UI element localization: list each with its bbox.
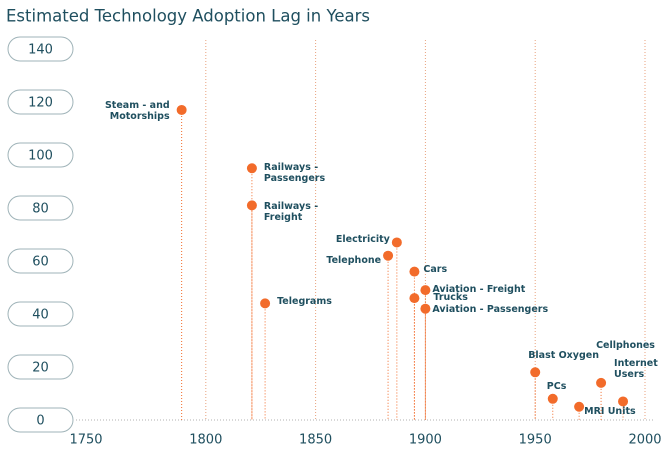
point [574,401,585,412]
y-tick-label: 40 [32,308,49,323]
y-tick-pill [7,36,74,62]
y-tick-label: 120 [28,96,53,111]
y-tick-label: 100 [28,149,53,164]
x-tick-label: 2000 [628,433,661,448]
point [383,250,394,261]
point-label: Trucks [433,292,468,304]
y-tick-label: 80 [32,202,49,217]
x-tick-label: 1850 [299,433,332,448]
point-label: Aviation - Freight [432,284,526,296]
point-label: MRI Units [584,405,636,417]
y-tick-pill [7,142,74,168]
point-label: Telephone [326,254,382,266]
point [409,266,420,277]
x-tick-label: 1900 [409,433,442,448]
y-tick-label: 140 [28,43,53,58]
point [391,237,402,248]
point-label: Telegrams [277,296,332,308]
point-label: Aviation - Passengers [432,303,549,315]
x-tick-label: 1750 [69,433,102,448]
y-tick-pill [7,354,74,380]
point [176,104,187,115]
point [547,393,558,404]
point [246,163,257,174]
point-label: Internet Users [614,358,658,381]
x-tick-label: 1800 [189,433,222,448]
point [420,285,431,296]
point-label: Railways - Passengers [263,162,326,185]
y-tick-pill [7,195,74,221]
y-tick-pill [7,248,74,274]
point-label: Steam - and Motorships [104,99,170,122]
point-label: PCs [546,380,567,392]
y-tick-label: 0 [36,414,44,429]
point [409,293,420,304]
point-label: Blast Oxygen [528,350,600,362]
y-tick-pill [7,407,74,433]
point [530,367,541,378]
point-label: Electricity [335,234,390,246]
y-tick-label: 60 [32,255,49,270]
point [260,298,271,309]
point-label: Cellphones [596,339,655,351]
point [596,377,607,388]
point [246,200,257,211]
x-tick-label: 1950 [519,433,552,448]
y-tick-pill [7,89,74,115]
point-label: Railways - Freight [263,201,319,224]
point [420,303,431,314]
chart-title: Estimated Technology Adoption Lag in Yea… [6,7,370,26]
y-tick-pill [7,301,74,327]
point [618,396,629,407]
y-tick-label: 20 [32,361,49,376]
point-label: Cars [423,263,448,275]
